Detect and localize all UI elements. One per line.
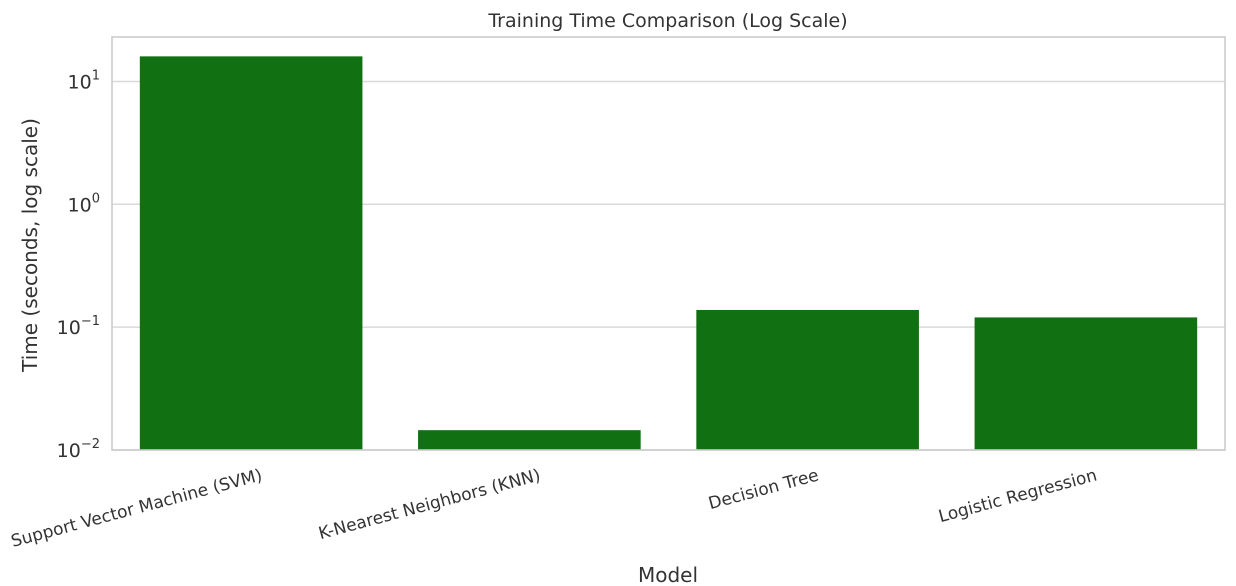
x-tick-label: Decision Tree xyxy=(706,466,821,515)
bar xyxy=(418,430,641,450)
x-axis-ticks: Support Vector Machine (SVM) K-Nearest Ne… xyxy=(9,466,1099,552)
bar xyxy=(974,317,1198,450)
x-tick-label: K-Nearest Neighbors (KNN) xyxy=(316,466,542,545)
y-axis-label: Time (seconds, log scale) xyxy=(18,118,42,373)
y-tick-base: 10 xyxy=(68,71,92,93)
plot-frame xyxy=(111,36,1226,451)
y-tick-base: 10 xyxy=(57,317,81,339)
y-tick-exponent: −1 xyxy=(81,314,100,329)
x-tick-label: Support Vector Machine (SVM) xyxy=(9,466,264,552)
y-tick-base: 10 xyxy=(57,440,81,462)
y-tick-label: 10−2 xyxy=(57,437,100,462)
y-tick-label: 100 xyxy=(68,191,100,216)
x-axis-label: Model xyxy=(638,563,698,586)
y-tick-label: 101 xyxy=(68,68,100,93)
x-tick-label: Logistic Regression xyxy=(936,466,1099,528)
y-tick-base: 10 xyxy=(68,194,92,216)
bars xyxy=(139,56,1198,451)
chart-title: Training Time Comparison (Log Scale) xyxy=(487,10,847,32)
y-tick-label: 10−1 xyxy=(57,314,100,339)
y-tick-exponent: 1 xyxy=(92,68,100,83)
y-tick-exponent: −2 xyxy=(81,437,100,452)
bar xyxy=(696,309,919,450)
bar xyxy=(139,56,363,451)
y-tick-exponent: 0 xyxy=(92,191,100,206)
